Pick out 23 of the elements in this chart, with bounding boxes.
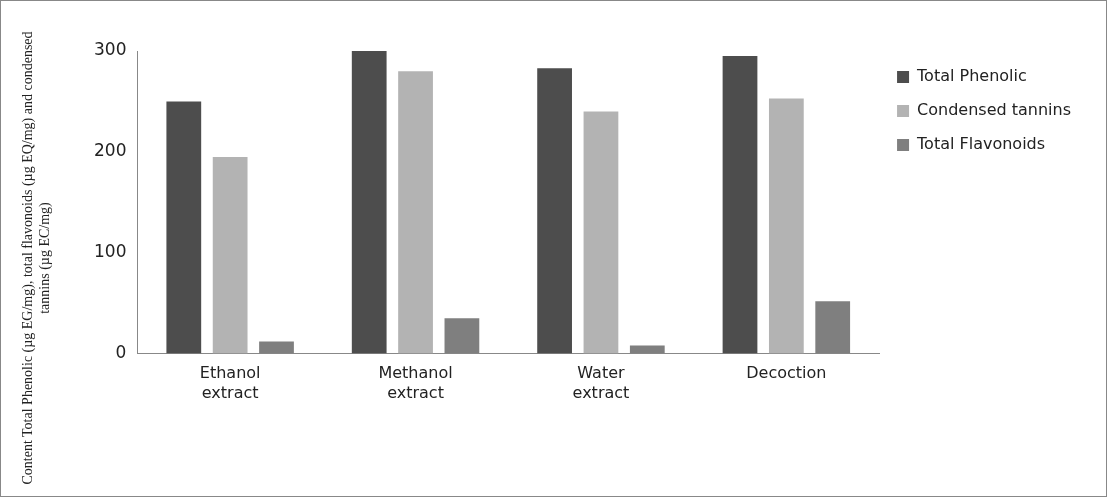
bar: [768, 98, 804, 354]
bar: [444, 318, 480, 354]
bar: [259, 341, 294, 354]
y-tick-label: 0: [115, 342, 127, 363]
y-axis-title: Content Total Phenolic (µg EG/mg), total flavonoids (µg EQ/mg) and condensed tannins (µg EC/mg): [19, 30, 53, 487]
bar: [722, 56, 758, 354]
x-tick-label: Decoction: [746, 363, 827, 383]
x-tick-label: Methanol extract: [378, 363, 453, 402]
bar: [537, 68, 572, 354]
bar: [583, 111, 619, 354]
y-tick-label: 100: [93, 241, 127, 262]
y-tick-label: 300: [93, 39, 127, 60]
bar: [166, 101, 202, 354]
bar: [815, 301, 851, 354]
legend-label: Condensed tannins: [917, 100, 1072, 120]
legend-label: Total Flavonoids: [916, 134, 1046, 154]
x-tick-label: Ethanol extract: [199, 363, 261, 402]
bar: [398, 71, 433, 354]
y-tick-label: 200: [93, 140, 127, 161]
x-tick-label: Water extract: [572, 363, 630, 402]
bar: [212, 156, 248, 354]
bar: [351, 51, 387, 354]
legend-label: Total Phenolic: [916, 66, 1027, 86]
